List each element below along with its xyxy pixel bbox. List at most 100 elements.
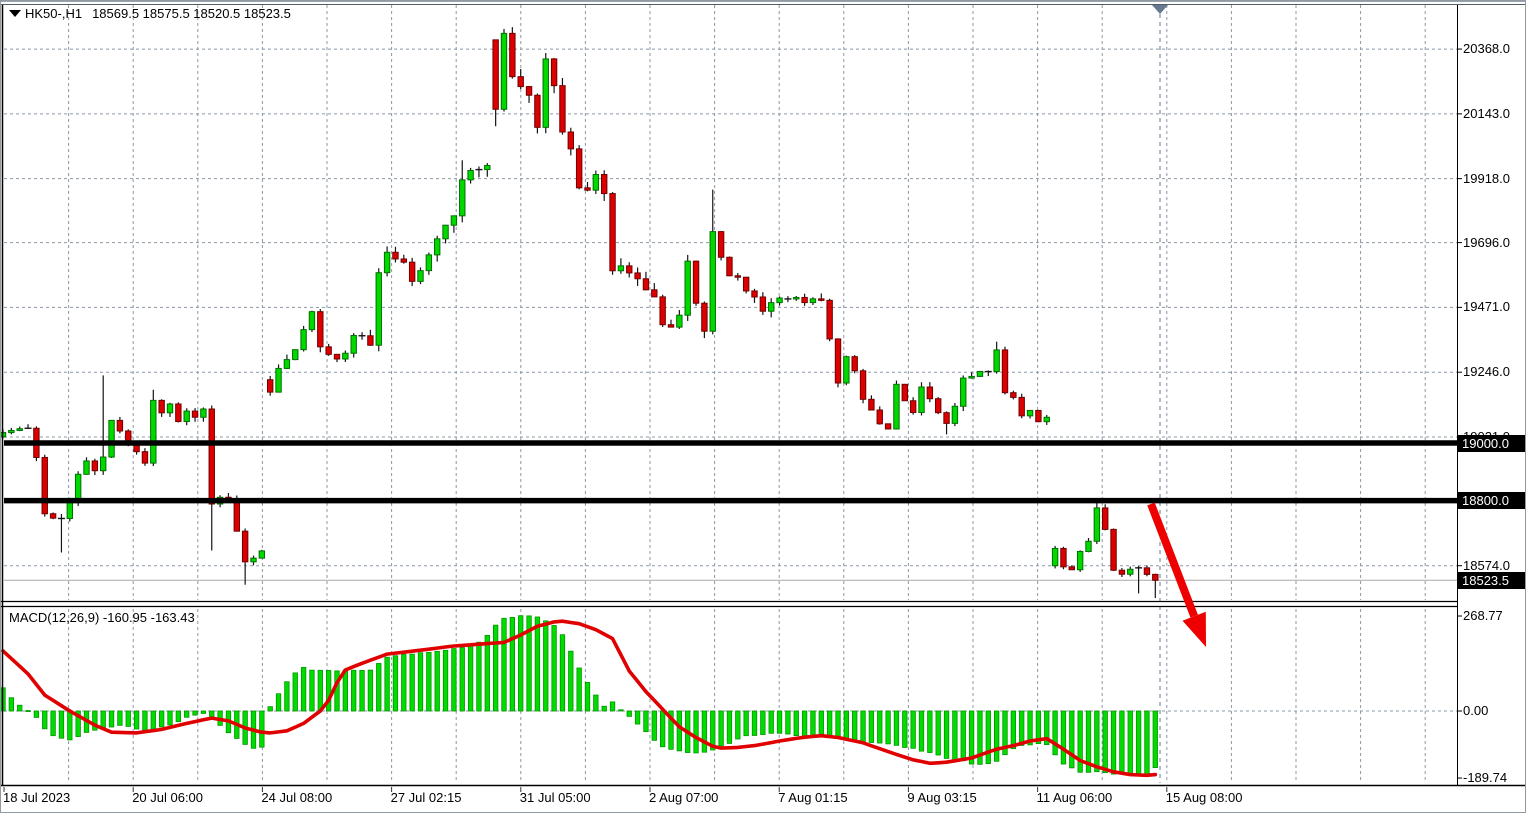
candle-body-bull [250,557,257,563]
macd-tick-label: 268.77 [1463,608,1503,624]
candle-body-bull [375,272,382,346]
macd-histogram-bar [325,670,332,712]
candle-body-bear [659,296,666,326]
candle-body-bear [851,356,858,372]
candle-body-bull [684,260,691,316]
time-axis-label: 27 Jul 02:15 [390,790,462,805]
macd-histogram-bar [827,710,833,738]
candle-body-bear [909,400,917,413]
macd-histogram-bar [584,682,591,712]
candle-body-bear [158,399,165,414]
candle-body-bull [308,311,316,331]
chart-shift-marker-icon[interactable] [1152,5,1168,14]
candle-body-bear [408,261,416,282]
candle-body-bear [701,302,708,332]
candle-body-bear [667,324,675,328]
macd-histogram-bar [1002,710,1008,756]
macd-histogram-bar [609,701,616,712]
time-axis-label: 15 Aug 08:00 [1165,790,1243,805]
candle-body-bull [809,298,817,304]
price-tick-label: 19246.0 [1463,364,1510,380]
price-tick-label: 19918.0 [1463,170,1510,186]
candle-body-bull [1093,507,1101,542]
candle-body-bull [542,58,549,128]
time-axis-label: 9 Aug 03:15 [907,790,977,805]
candle-body-bear [1118,569,1126,575]
macd-histogram-bar [33,710,40,718]
macd-histogram-bar [351,669,357,712]
candle-body-bull [467,169,474,181]
candle-body-bear [1068,566,1075,571]
price-level-box: 18800.0 [1458,492,1525,510]
macd-histogram-bar [760,710,766,735]
macd-histogram-bar [868,710,875,743]
macd-histogram-bar [509,617,516,712]
macd-histogram-bar [1094,710,1100,773]
candle-body-bear [559,85,566,133]
candle-body-bear [726,256,733,277]
macd-histogram-bar [877,710,883,744]
time-axis[interactable] [1,787,1525,812]
macd-signal-line[interactable] [1,619,1158,778]
candle-body-bull [500,32,508,110]
candle-body-bear [1110,528,1117,571]
macd-histogram-bar [968,710,975,765]
price-tick-label: 18574.0 [1463,557,1510,573]
macd-histogram-bar [918,710,925,752]
macd-histogram-bar [943,710,950,759]
macd-histogram-bar [376,663,382,712]
price-tick-label: 20368.0 [1463,41,1510,57]
macd-histogram-bar [392,655,399,712]
macd-histogram-bar [1135,710,1142,776]
price-tick-label: 19696.0 [1463,234,1510,250]
macd-histogram-bar [885,710,891,745]
candle-body-bear [759,296,767,312]
macd-histogram-bar [1052,710,1058,756]
macd-histogram-bar [8,697,15,712]
candle-body-bull [417,270,424,282]
macd-histogram-bar [125,710,131,727]
macd-histogram-bar [1044,710,1050,746]
macd-histogram-bar [601,705,607,712]
macd-histogram-bar [543,620,549,712]
candle-body-bear [601,173,608,195]
candle-body-bull [200,408,207,418]
time-axis-label: 24 Jul 08:00 [261,790,333,805]
macd-histogram-bar [852,710,858,741]
time-axis-label: 20 Jul 06:00 [132,790,204,805]
macd-histogram-bar [902,710,908,748]
macd-histogram-bar [810,710,816,738]
macd-histogram-bar [17,704,23,712]
candle-body-bull [459,179,466,217]
candle-body-bear [1060,547,1067,568]
trend-arrow[interactable] [1147,502,1206,647]
macd-histogram-bar [58,710,65,739]
time-axis-label: 31 Jul 05:00 [519,790,591,805]
candle-body-bear [575,148,583,189]
candle-body-bull [484,164,491,171]
macd-histogram-bar [726,710,733,744]
candle-body-bull [150,399,157,464]
candle-body-bear [634,272,641,280]
candle-body-bull [166,403,174,414]
candle-body-bull [183,410,190,423]
candle-body-bull [258,550,266,559]
candle-body-bear [868,398,875,411]
macd-histogram-bar [459,647,465,712]
candle-body-bear [49,513,57,519]
candle-body-bear [267,379,274,393]
candle-body-bear [584,187,591,191]
macd-histogram-bar [818,710,824,737]
macd-histogram-bar [434,650,440,712]
candle-body-bear [859,370,867,400]
macd-histogram-bar [785,710,791,735]
candle-body-bull [100,456,107,472]
candle-body-bull [951,405,959,424]
symbol-dropdown-icon[interactable] [9,10,21,17]
macd-histogram-bar [634,710,641,725]
macd-histogram-bar [568,650,574,712]
candle-body-bear [550,58,558,87]
macd-histogram-bar [985,710,991,764]
macd-histogram-bar [618,709,624,712]
